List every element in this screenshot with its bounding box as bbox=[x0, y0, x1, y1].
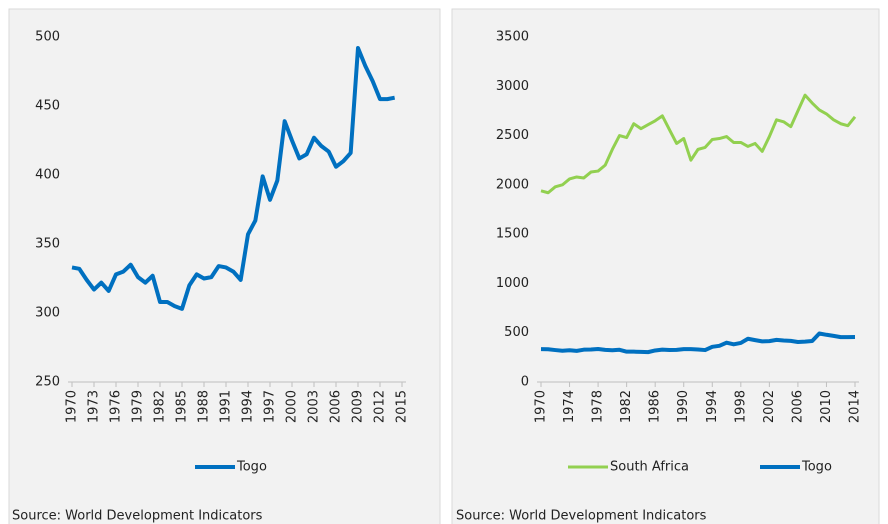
x-tick-label: 1986 bbox=[648, 390, 663, 423]
y-tick-label: 2000 bbox=[496, 177, 529, 192]
series-line bbox=[540, 331, 856, 355]
x-tick-label: 2000 bbox=[285, 390, 300, 423]
legend-label: Togo bbox=[236, 460, 267, 475]
x-tick-label: 1976 bbox=[109, 390, 124, 423]
x-tick-label: 1982 bbox=[153, 390, 168, 423]
y-tick-label: 2500 bbox=[496, 128, 529, 143]
x-tick-label: 2015 bbox=[395, 390, 410, 423]
y-tick-label: 450 bbox=[35, 99, 60, 114]
x-tick-label: 1982 bbox=[619, 390, 634, 423]
legend-label: Togo bbox=[801, 460, 832, 475]
x-tick-label: 2002 bbox=[762, 390, 777, 423]
x-tick-label: 1994 bbox=[705, 390, 720, 423]
x-tick-label: 1994 bbox=[241, 390, 256, 423]
x-tick-label: 1991 bbox=[219, 390, 234, 423]
x-tick-label: 2006 bbox=[790, 390, 805, 423]
x-tick-label: 1990 bbox=[676, 390, 691, 423]
y-tick-label: 400 bbox=[35, 168, 60, 183]
x-tick-label: 2014 bbox=[848, 390, 863, 423]
x-tick-label: 2009 bbox=[351, 390, 366, 423]
x-tick-label: 1970 bbox=[65, 390, 80, 423]
x-tick-label: 1973 bbox=[87, 390, 102, 423]
x-tick-label: 1988 bbox=[197, 390, 212, 423]
x-tick-label: 1970 bbox=[534, 390, 549, 423]
y-tick-label: 500 bbox=[35, 30, 60, 45]
x-tick-label: 1978 bbox=[591, 390, 606, 423]
y-tick-label: 1500 bbox=[496, 227, 529, 242]
series-line bbox=[540, 93, 857, 195]
x-tick-label: 2006 bbox=[329, 390, 344, 423]
x-tick-label: 1998 bbox=[733, 390, 748, 423]
y-tick-label: 250 bbox=[35, 375, 60, 390]
source-note: Source: World Development Indicators bbox=[456, 509, 707, 524]
x-tick-label: 1997 bbox=[263, 390, 278, 423]
panel bbox=[451, 8, 880, 524]
source-note: Source: World Development Indicators bbox=[12, 509, 263, 524]
x-tick-label: 1985 bbox=[175, 390, 190, 423]
y-tick-label: 1000 bbox=[496, 276, 529, 291]
x-tick-label: 1974 bbox=[562, 390, 577, 423]
y-tick-label: 300 bbox=[35, 306, 60, 321]
x-tick-label: 1979 bbox=[131, 390, 146, 423]
x-tick-label: 2003 bbox=[307, 390, 322, 423]
y-tick-label: 500 bbox=[504, 325, 529, 340]
series-line bbox=[71, 46, 396, 311]
x-tick-label: 2010 bbox=[819, 390, 834, 423]
y-tick-label: 350 bbox=[35, 237, 60, 252]
legend-label: South Africa bbox=[610, 460, 689, 475]
y-tick-label: 0 bbox=[521, 375, 529, 390]
y-tick-label: 3500 bbox=[496, 30, 529, 45]
y-tick-label: 3000 bbox=[496, 79, 529, 94]
x-tick-label: 2012 bbox=[373, 390, 388, 423]
